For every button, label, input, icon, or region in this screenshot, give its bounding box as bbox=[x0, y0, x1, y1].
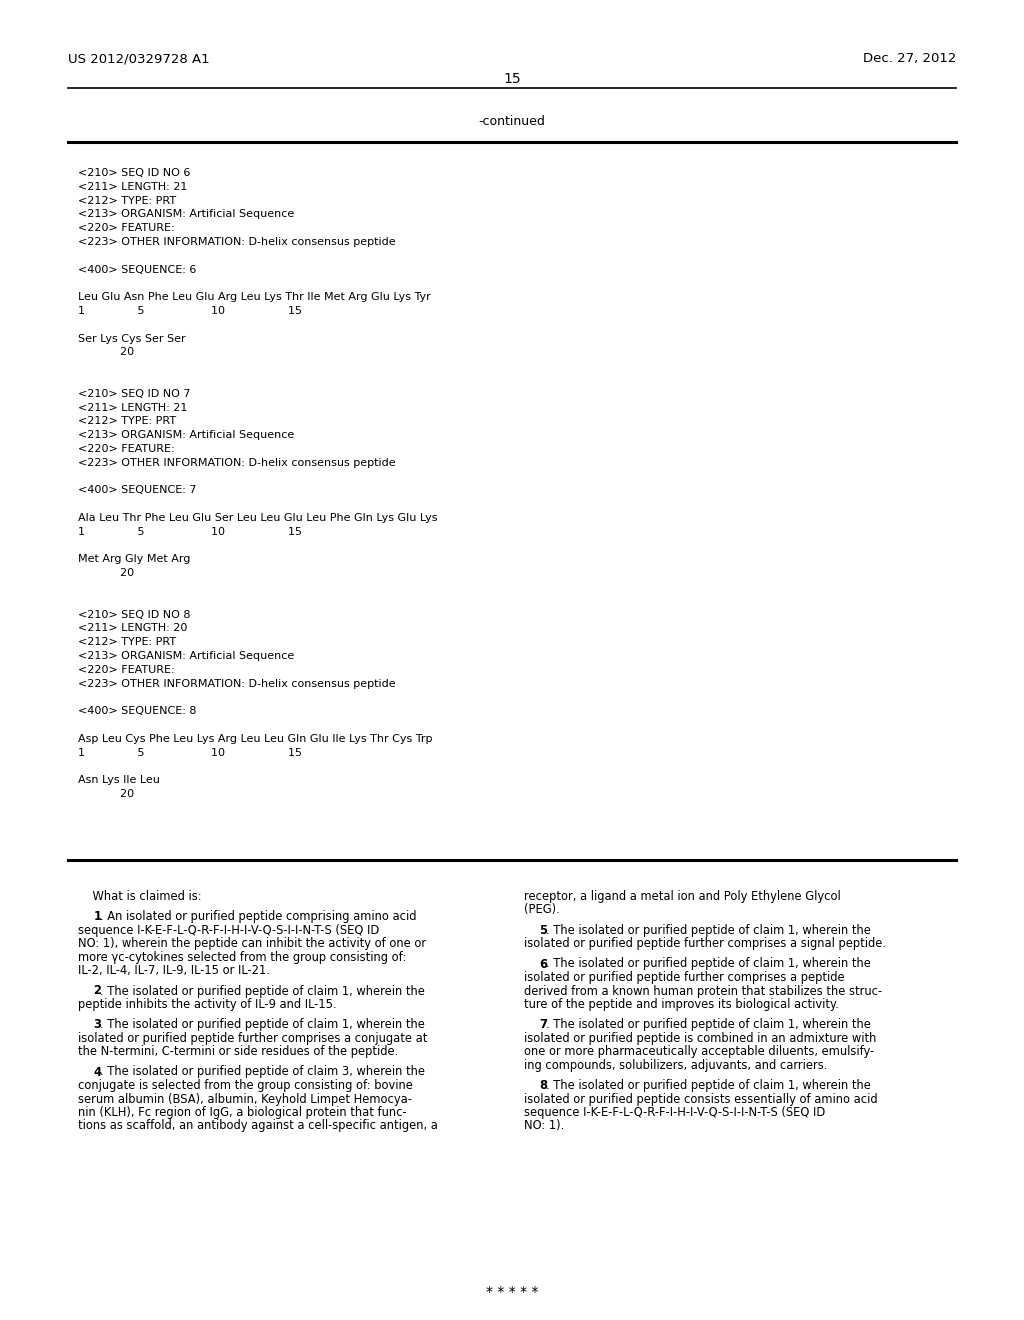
Text: derived from a known human protein that stabilizes the struc-: derived from a known human protein that … bbox=[524, 985, 882, 998]
Text: <212> TYPE: PRT: <212> TYPE: PRT bbox=[78, 638, 176, 647]
Text: isolated or purified peptide consists essentially of amino acid: isolated or purified peptide consists es… bbox=[524, 1093, 878, 1106]
Text: <213> ORGANISM: Artificial Sequence: <213> ORGANISM: Artificial Sequence bbox=[78, 430, 294, 440]
Text: conjugate is selected from the group consisting of: bovine: conjugate is selected from the group con… bbox=[78, 1078, 413, 1092]
Text: . An isolated or purified peptide comprising amino acid: . An isolated or purified peptide compri… bbox=[99, 911, 416, 923]
Text: 20: 20 bbox=[78, 347, 134, 358]
Text: the N-termini, C-termini or side residues of the peptide.: the N-termini, C-termini or side residue… bbox=[78, 1045, 398, 1059]
Text: 3: 3 bbox=[78, 1018, 102, 1031]
Text: * * * * *: * * * * * bbox=[485, 1284, 539, 1299]
Text: more γc-cytokines selected from the group consisting of:: more γc-cytokines selected from the grou… bbox=[78, 950, 407, 964]
Text: Ala Leu Thr Phe Leu Glu Ser Leu Leu Glu Leu Phe Gln Lys Glu Lys: Ala Leu Thr Phe Leu Glu Ser Leu Leu Glu … bbox=[78, 513, 437, 523]
Text: IL-2, IL-4, IL-7, IL-9, IL-15 or IL-21.: IL-2, IL-4, IL-7, IL-9, IL-15 or IL-21. bbox=[78, 964, 270, 977]
Text: <210> SEQ ID NO 8: <210> SEQ ID NO 8 bbox=[78, 610, 190, 619]
Text: . The isolated or purified peptide of claim 1, wherein the: . The isolated or purified peptide of cl… bbox=[99, 1018, 425, 1031]
Text: <211> LENGTH: 21: <211> LENGTH: 21 bbox=[78, 403, 187, 413]
Text: <212> TYPE: PRT: <212> TYPE: PRT bbox=[78, 416, 176, 426]
Text: <212> TYPE: PRT: <212> TYPE: PRT bbox=[78, 195, 176, 206]
Text: <223> OTHER INFORMATION: D-helix consensus peptide: <223> OTHER INFORMATION: D-helix consens… bbox=[78, 238, 395, 247]
Text: -continued: -continued bbox=[478, 115, 546, 128]
Text: US 2012/0329728 A1: US 2012/0329728 A1 bbox=[68, 51, 210, 65]
Text: isolated or purified peptide further comprises a signal peptide.: isolated or purified peptide further com… bbox=[524, 937, 886, 950]
Text: . The isolated or purified peptide of claim 3, wherein the: . The isolated or purified peptide of cl… bbox=[99, 1065, 425, 1078]
Text: 20: 20 bbox=[78, 568, 134, 578]
Text: Asn Lys Ile Leu: Asn Lys Ile Leu bbox=[78, 775, 160, 785]
Text: 15: 15 bbox=[503, 73, 521, 86]
Text: <223> OTHER INFORMATION: D-helix consensus peptide: <223> OTHER INFORMATION: D-helix consens… bbox=[78, 678, 395, 689]
Text: <213> ORGANISM: Artificial Sequence: <213> ORGANISM: Artificial Sequence bbox=[78, 651, 294, 661]
Text: 5: 5 bbox=[524, 924, 548, 937]
Text: ing compounds, solubilizers, adjuvants, and carriers.: ing compounds, solubilizers, adjuvants, … bbox=[524, 1059, 827, 1072]
Text: . The isolated or purified peptide of claim 1, wherein the: . The isolated or purified peptide of cl… bbox=[546, 1018, 870, 1031]
Text: receptor, a ligand a metal ion and Poly Ethylene Glycol: receptor, a ligand a metal ion and Poly … bbox=[524, 890, 841, 903]
Text: (PEG).: (PEG). bbox=[524, 903, 560, 916]
Text: Asp Leu Cys Phe Leu Lys Arg Leu Leu Gln Glu Ile Lys Thr Cys Trp: Asp Leu Cys Phe Leu Lys Arg Leu Leu Gln … bbox=[78, 734, 432, 743]
Text: 8: 8 bbox=[524, 1078, 548, 1092]
Text: . The isolated or purified peptide of claim 1, wherein the: . The isolated or purified peptide of cl… bbox=[99, 985, 425, 998]
Text: <220> FEATURE:: <220> FEATURE: bbox=[78, 665, 175, 675]
Text: . The isolated or purified peptide of claim 1, wherein the: . The isolated or purified peptide of cl… bbox=[546, 924, 870, 937]
Text: <210> SEQ ID NO 6: <210> SEQ ID NO 6 bbox=[78, 168, 190, 178]
Text: <210> SEQ ID NO 7: <210> SEQ ID NO 7 bbox=[78, 389, 190, 399]
Text: sequence I-K-E-F-L-Q-R-F-I-H-I-V-Q-S-I-I-N-T-S (SEQ ID: sequence I-K-E-F-L-Q-R-F-I-H-I-V-Q-S-I-I… bbox=[524, 1106, 825, 1119]
Text: Ser Lys Cys Ser Ser: Ser Lys Cys Ser Ser bbox=[78, 334, 185, 343]
Text: 1               5                   10                  15: 1 5 10 15 bbox=[78, 747, 302, 758]
Text: <220> FEATURE:: <220> FEATURE: bbox=[78, 223, 175, 234]
Text: 7: 7 bbox=[524, 1018, 548, 1031]
Text: <220> FEATURE:: <220> FEATURE: bbox=[78, 444, 175, 454]
Text: 1: 1 bbox=[78, 911, 102, 923]
Text: nin (KLH), Fc region of IgG, a biological protein that func-: nin (KLH), Fc region of IgG, a biologica… bbox=[78, 1106, 407, 1119]
Text: peptide inhibits the activity of IL-9 and IL-15.: peptide inhibits the activity of IL-9 an… bbox=[78, 998, 337, 1011]
Text: <213> ORGANISM: Artificial Sequence: <213> ORGANISM: Artificial Sequence bbox=[78, 210, 294, 219]
Text: serum albumin (BSA), albumin, Keyhold Limpet Hemocya-: serum albumin (BSA), albumin, Keyhold Li… bbox=[78, 1093, 412, 1106]
Text: <400> SEQUENCE: 8: <400> SEQUENCE: 8 bbox=[78, 706, 197, 717]
Text: one or more pharmaceutically acceptable diluents, emulsify-: one or more pharmaceutically acceptable … bbox=[524, 1045, 874, 1059]
Text: 20: 20 bbox=[78, 789, 134, 799]
Text: 2: 2 bbox=[78, 985, 102, 998]
Text: 1               5                   10                  15: 1 5 10 15 bbox=[78, 527, 302, 537]
Text: 6: 6 bbox=[524, 957, 548, 970]
Text: Met Arg Gly Met Arg: Met Arg Gly Met Arg bbox=[78, 554, 190, 565]
Text: 1               5                   10                  15: 1 5 10 15 bbox=[78, 306, 302, 315]
Text: isolated or purified peptide is combined in an admixture with: isolated or purified peptide is combined… bbox=[524, 1032, 877, 1044]
Text: 4: 4 bbox=[78, 1065, 102, 1078]
Text: ture of the peptide and improves its biological activity.: ture of the peptide and improves its bio… bbox=[524, 998, 839, 1011]
Text: tions as scaffold, an antibody against a cell-specific antigen, a: tions as scaffold, an antibody against a… bbox=[78, 1119, 438, 1133]
Text: Leu Glu Asn Phe Leu Glu Arg Leu Lys Thr Ile Met Arg Glu Lys Tyr: Leu Glu Asn Phe Leu Glu Arg Leu Lys Thr … bbox=[78, 292, 431, 302]
Text: <211> LENGTH: 20: <211> LENGTH: 20 bbox=[78, 623, 187, 634]
Text: isolated or purified peptide further comprises a peptide: isolated or purified peptide further com… bbox=[524, 972, 845, 983]
Text: isolated or purified peptide further comprises a conjugate at: isolated or purified peptide further com… bbox=[78, 1032, 427, 1044]
Text: <400> SEQUENCE: 6: <400> SEQUENCE: 6 bbox=[78, 264, 197, 275]
Text: . The isolated or purified peptide of claim 1, wherein the: . The isolated or purified peptide of cl… bbox=[546, 1078, 870, 1092]
Text: Dec. 27, 2012: Dec. 27, 2012 bbox=[862, 51, 956, 65]
Text: NO: 1), wherein the peptide can inhibit the activity of one or: NO: 1), wherein the peptide can inhibit … bbox=[78, 937, 426, 950]
Text: <400> SEQUENCE: 7: <400> SEQUENCE: 7 bbox=[78, 486, 197, 495]
Text: . The isolated or purified peptide of claim 1, wherein the: . The isolated or purified peptide of cl… bbox=[546, 957, 870, 970]
Text: What is claimed is:: What is claimed is: bbox=[78, 890, 202, 903]
Text: <211> LENGTH: 21: <211> LENGTH: 21 bbox=[78, 182, 187, 191]
Text: NO: 1).: NO: 1). bbox=[524, 1119, 564, 1133]
Text: <223> OTHER INFORMATION: D-helix consensus peptide: <223> OTHER INFORMATION: D-helix consens… bbox=[78, 458, 395, 467]
Text: sequence I-K-E-F-L-Q-R-F-I-H-I-V-Q-S-I-I-N-T-S (SEQ ID: sequence I-K-E-F-L-Q-R-F-I-H-I-V-Q-S-I-I… bbox=[78, 924, 379, 937]
